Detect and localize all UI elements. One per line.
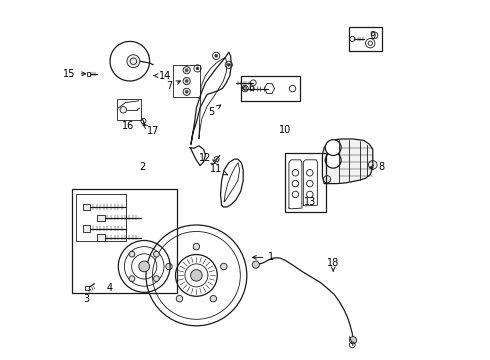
Circle shape bbox=[210, 296, 217, 302]
Circle shape bbox=[153, 276, 159, 282]
Circle shape bbox=[139, 261, 149, 272]
Text: 18: 18 bbox=[327, 258, 339, 271]
Bar bbox=[98, 215, 104, 221]
Circle shape bbox=[166, 263, 172, 270]
Circle shape bbox=[220, 263, 227, 270]
Bar bbox=[117, 99, 141, 120]
Text: 14: 14 bbox=[154, 71, 172, 81]
Text: 16: 16 bbox=[122, 121, 134, 131]
Text: 12: 12 bbox=[199, 153, 215, 163]
Circle shape bbox=[129, 251, 135, 257]
Circle shape bbox=[183, 77, 190, 85]
Bar bbox=[173, 65, 200, 97]
Circle shape bbox=[129, 276, 135, 282]
Text: 13: 13 bbox=[304, 197, 316, 207]
Bar bbox=[241, 76, 300, 101]
Bar bbox=[285, 153, 326, 212]
Bar bbox=[83, 204, 90, 210]
Bar bbox=[76, 194, 126, 241]
Text: 6: 6 bbox=[242, 83, 255, 93]
Text: 1: 1 bbox=[252, 252, 274, 262]
Circle shape bbox=[349, 337, 357, 344]
Text: 11: 11 bbox=[210, 164, 228, 175]
Text: 4: 4 bbox=[107, 283, 113, 293]
Circle shape bbox=[371, 32, 378, 39]
Bar bbox=[85, 286, 89, 290]
Text: 9: 9 bbox=[370, 31, 376, 41]
Circle shape bbox=[191, 270, 202, 281]
Bar bbox=[349, 27, 382, 51]
Circle shape bbox=[153, 251, 159, 257]
Circle shape bbox=[120, 107, 126, 113]
Circle shape bbox=[193, 243, 199, 250]
Circle shape bbox=[325, 140, 341, 156]
Circle shape bbox=[183, 88, 190, 95]
Circle shape bbox=[185, 69, 188, 72]
Bar bbox=[72, 189, 176, 293]
Circle shape bbox=[183, 67, 190, 74]
Circle shape bbox=[196, 67, 199, 70]
Text: 2: 2 bbox=[139, 162, 146, 172]
Circle shape bbox=[176, 296, 183, 302]
Bar bbox=[83, 225, 90, 232]
Circle shape bbox=[252, 261, 259, 268]
Text: 7: 7 bbox=[166, 81, 180, 91]
Text: 15: 15 bbox=[63, 69, 86, 79]
Bar bbox=[87, 72, 90, 76]
Circle shape bbox=[243, 87, 247, 90]
Text: 8: 8 bbox=[369, 162, 384, 172]
Bar bbox=[98, 234, 104, 241]
Circle shape bbox=[215, 54, 218, 57]
Circle shape bbox=[185, 80, 188, 82]
Polygon shape bbox=[322, 139, 373, 184]
Circle shape bbox=[325, 152, 341, 168]
Circle shape bbox=[227, 63, 230, 66]
Circle shape bbox=[185, 90, 188, 93]
Text: 17: 17 bbox=[143, 125, 159, 136]
Circle shape bbox=[127, 55, 140, 68]
Text: 3: 3 bbox=[83, 294, 90, 304]
Text: 5: 5 bbox=[208, 105, 220, 117]
Text: 10: 10 bbox=[278, 125, 291, 135]
